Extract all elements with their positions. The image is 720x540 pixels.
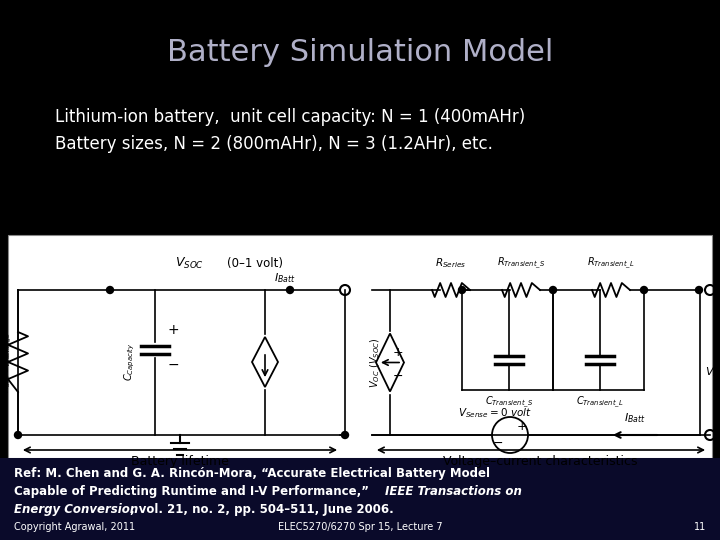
Text: IEEE Transactions on: IEEE Transactions on xyxy=(385,485,522,498)
Circle shape xyxy=(107,287,114,294)
Text: −: − xyxy=(712,428,720,442)
Text: +: + xyxy=(712,283,720,297)
Text: (0–1 volt): (0–1 volt) xyxy=(227,256,283,269)
Text: +: + xyxy=(517,421,527,434)
Text: Lithium-ion battery,  unit cell capacity: N = 1 (400mAHr): Lithium-ion battery, unit cell capacity:… xyxy=(55,108,526,126)
Text: $R_{Series}$: $R_{Series}$ xyxy=(436,256,467,270)
Text: Ref: M. Chen and G. A. Rincón-Mora, “Accurate Electrical Battery Model: Ref: M. Chen and G. A. Rincón-Mora, “Acc… xyxy=(14,467,490,480)
Text: Copyright Agrawal, 2011: Copyright Agrawal, 2011 xyxy=(14,522,135,532)
Text: $I_{Batt}$: $I_{Batt}$ xyxy=(624,411,646,425)
Circle shape xyxy=(549,287,557,294)
Text: $R_{Transient\_L}$: $R_{Transient\_L}$ xyxy=(587,255,635,271)
Text: $C_{Transient\_S}$: $C_{Transient\_S}$ xyxy=(485,394,534,410)
Text: −: − xyxy=(492,436,503,449)
Text: Battery lifetime: Battery lifetime xyxy=(131,455,229,468)
Text: −: − xyxy=(392,370,403,383)
Text: $V_{SOC}$: $V_{SOC}$ xyxy=(176,255,204,271)
Text: Voltage–current characteristics: Voltage–current characteristics xyxy=(443,455,637,468)
Text: $V_{Sense} = 0\ volt$: $V_{Sense} = 0\ volt$ xyxy=(458,406,532,420)
FancyBboxPatch shape xyxy=(0,458,720,540)
Text: , vol. 21, no. 2, pp. 504–511, June 2006.: , vol. 21, no. 2, pp. 504–511, June 2006… xyxy=(130,503,394,516)
Circle shape xyxy=(696,287,703,294)
Text: Energy Conversion: Energy Conversion xyxy=(14,503,138,516)
Text: 11: 11 xyxy=(694,522,706,532)
Text: +: + xyxy=(167,323,179,337)
Text: Capable of Predicting Runtime and I-V Performance,”: Capable of Predicting Runtime and I-V Pe… xyxy=(14,485,373,498)
Circle shape xyxy=(641,287,647,294)
Text: Battery sizes, N = 2 (800mAHr), N = 3 (1.2AHr), etc.: Battery sizes, N = 2 (800mAHr), N = 3 (1… xyxy=(55,135,493,153)
Text: ELEC5270/6270 Spr 15, Lecture 7: ELEC5270/6270 Spr 15, Lecture 7 xyxy=(278,522,442,532)
Text: −: − xyxy=(167,358,179,372)
FancyBboxPatch shape xyxy=(8,235,712,458)
Text: $C_{Capacity}$: $C_{Capacity}$ xyxy=(123,343,138,381)
Circle shape xyxy=(14,431,22,438)
Text: Battery Simulation Model: Battery Simulation Model xyxy=(167,38,553,67)
Text: $R_{Transient\_S}$: $R_{Transient\_S}$ xyxy=(497,255,545,271)
Text: $V_{OC}\ (V_{SOC})$: $V_{OC}\ (V_{SOC})$ xyxy=(368,338,382,388)
Text: $I_{Batt}$: $I_{Batt}$ xyxy=(274,271,296,285)
Circle shape xyxy=(287,287,294,294)
Circle shape xyxy=(459,287,466,294)
Text: +: + xyxy=(392,346,403,359)
Circle shape xyxy=(341,431,348,438)
Text: $V_{Batt}$: $V_{Batt}$ xyxy=(705,365,720,379)
Text: $R_{Self\/-\/Discharge}$: $R_{Self\/-\/Discharge}$ xyxy=(1,332,14,393)
Text: $C_{Transient\_L}$: $C_{Transient\_L}$ xyxy=(576,394,624,410)
